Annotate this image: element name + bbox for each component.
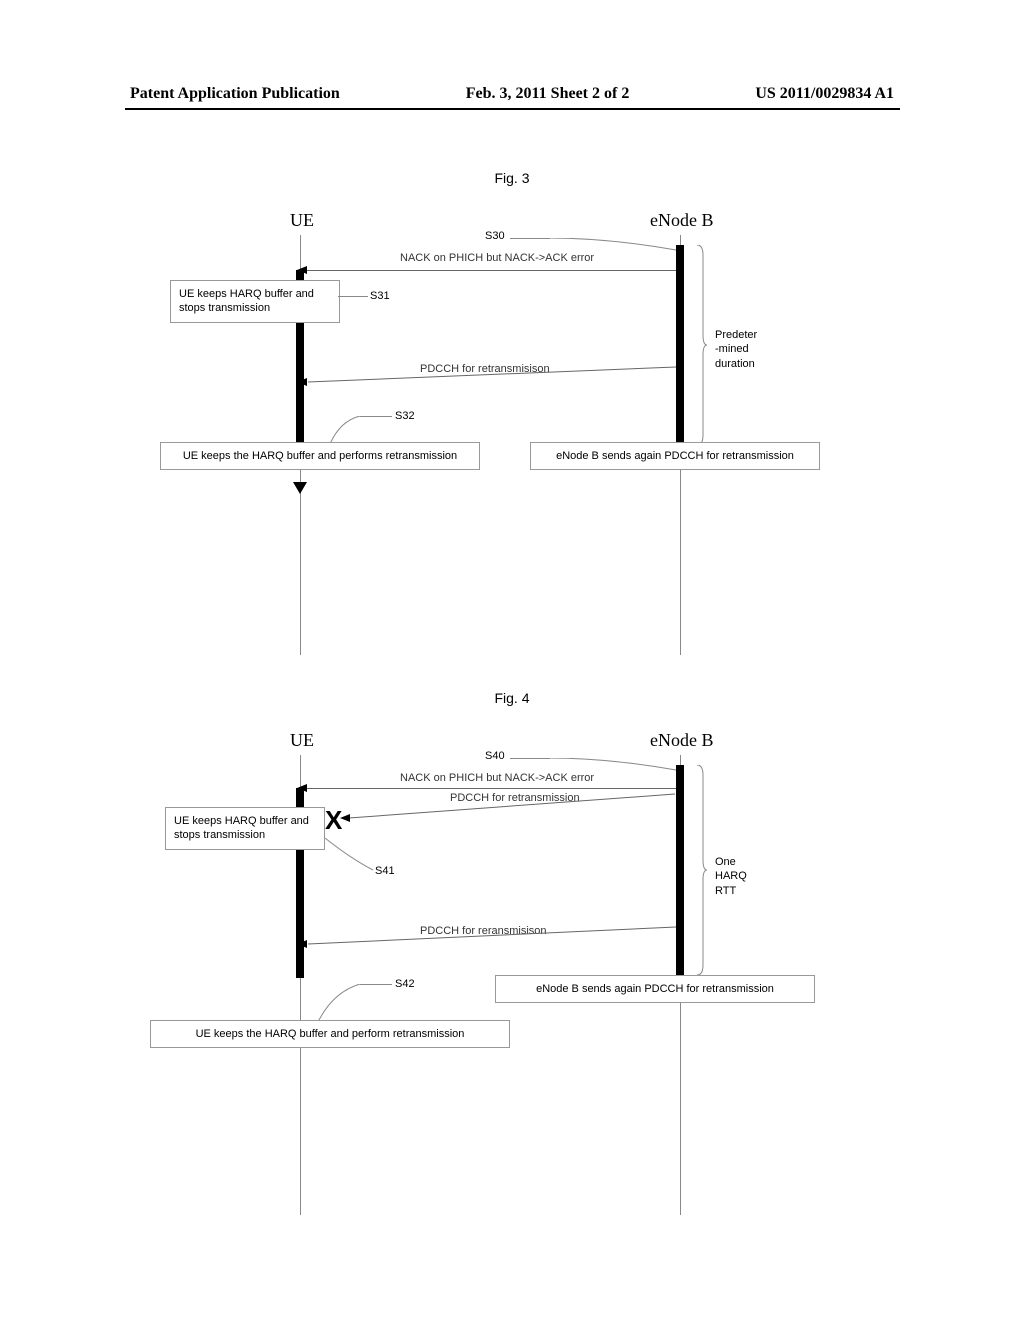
fig3-s30-connector — [510, 238, 550, 239]
fig3-s31-connector — [338, 296, 368, 297]
fig3-s31: S31 — [370, 290, 390, 302]
fig3-note-ue1: UE keeps HARQ buffer and stops transmiss… — [170, 280, 340, 323]
fig3-s30: S30 — [485, 230, 505, 242]
fig4-ue-label: UE — [290, 730, 314, 751]
fig3-label: Fig. 3 — [0, 170, 1024, 186]
fig4-s40: S40 — [485, 750, 505, 762]
fig3-side-label: Predeter -mined duration — [715, 328, 757, 371]
fig3-arrow2 — [300, 365, 678, 385]
header-right: US 2011/0029834 A1 — [755, 85, 894, 103]
fig3-s32-connector — [360, 416, 392, 417]
fig4-arrow2 — [300, 925, 678, 947]
fig4-s42-connector — [360, 984, 392, 985]
fig4-arrow1b — [345, 792, 677, 822]
fig4-note-ue1: UE keeps HARQ buffer and stops transmiss… — [165, 807, 325, 850]
fig4-s42: S42 — [395, 978, 415, 990]
fig3-enb-label: eNode B — [650, 210, 713, 231]
header-center: Feb. 3, 2011 Sheet 2 of 2 — [466, 85, 630, 103]
header-left: Patent Application Publication — [130, 85, 340, 103]
fig4-s41: S41 — [375, 865, 395, 877]
fig4-arrow2-head — [297, 940, 307, 948]
fig3-note-enb: eNode B sends again PDCCH for retransmis… — [530, 442, 820, 470]
fig3-arrow1 — [305, 270, 676, 271]
fig4-label: Fig. 4 — [0, 690, 1024, 706]
fig4-s41-curve — [325, 838, 375, 873]
fig4-s40-connector — [510, 758, 550, 759]
fig3-diagram: UE eNode B S30 NACK on PHICH but NACK->A… — [0, 210, 1024, 670]
header-rule — [125, 108, 900, 110]
fig4-msg1: NACK on PHICH but NACK->ACK error — [400, 772, 594, 784]
fig4-s42-curve — [318, 984, 362, 1024]
page-header: Patent Application Publication Feb. 3, 2… — [0, 85, 1024, 103]
fig3-note-ue2: UE keeps the HARQ buffer and performs re… — [160, 442, 480, 470]
fig3-msg1: NACK on PHICH but NACK->ACK error — [400, 252, 594, 264]
fig4-brace — [695, 765, 707, 975]
fig4-note-ue2: UE keeps the HARQ buffer and perform ret… — [150, 1020, 510, 1048]
fig3-down-arrow — [293, 482, 307, 496]
fig4-diagram: UE eNode B S40 NACK on PHICH but NACK->A… — [0, 730, 1024, 1230]
fig4-enb-label: eNode B — [650, 730, 713, 751]
fig4-x-mark: X — [325, 805, 342, 836]
fig3-enb-activation — [676, 245, 684, 445]
fig4-arrow1 — [305, 788, 676, 789]
fig3-s32: S32 — [395, 410, 415, 422]
fig3-brace — [695, 245, 707, 445]
fig4-note-enb: eNode B sends again PDCCH for retransmis… — [495, 975, 815, 1003]
fig4-side-label: One HARQ RTT — [715, 855, 747, 898]
fig3-ue-label: UE — [290, 210, 314, 231]
fig3-arrow2-head — [297, 378, 307, 386]
